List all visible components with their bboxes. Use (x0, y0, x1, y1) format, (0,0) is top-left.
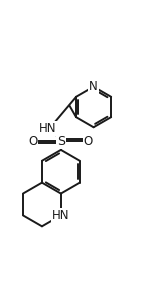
Text: N: N (89, 80, 98, 93)
Text: O: O (28, 135, 37, 148)
Text: S: S (57, 135, 65, 148)
Text: O: O (83, 135, 93, 148)
Text: HN: HN (52, 209, 69, 222)
Text: HN: HN (39, 122, 56, 135)
